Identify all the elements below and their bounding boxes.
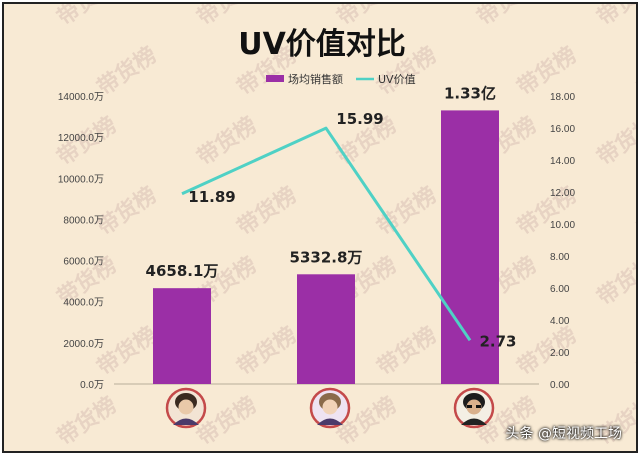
watermark-text: 带货榜: [633, 42, 638, 101]
watermark-text: 带货榜: [53, 392, 122, 451]
bar-value-label: 5332.8万: [290, 248, 363, 266]
source-credit: 头条 @短视频工场: [505, 426, 622, 442]
y-axis-right: 0.00 2.00 4.00 6.00 8.00 10.00 12.00 14.00 16.00…: [550, 92, 575, 391]
bar: [297, 274, 355, 384]
y-right-tick-label: 0.00: [550, 380, 570, 391]
chart-title: UV价值对比: [238, 27, 406, 62]
y-axis-left: 0.0万 2000.0万 4000.0万 6000.0万 8000.0万 10000.0万…: [58, 92, 104, 391]
legend-bar-swatch: [266, 75, 284, 82]
avatar: [165, 387, 207, 429]
y-right-tick-label: 4.00: [550, 316, 570, 327]
avatar-row: [165, 387, 495, 429]
bar: [153, 288, 211, 384]
watermark-text: 带货榜: [93, 182, 162, 241]
bar-value-label: 1.33亿: [444, 84, 496, 102]
legend: 场均销售额 UV价值: [266, 72, 416, 86]
watermark-text: 带货榜: [93, 322, 162, 381]
y-left-tick-label: 2000.0万: [63, 339, 104, 350]
y-left-tick-label: 0.0万: [80, 380, 104, 391]
y-right-tick-label: 16.00: [550, 124, 575, 135]
y-left-tick-label: 4000.0万: [63, 298, 104, 309]
y-right-tick-label: 8.00: [550, 252, 570, 263]
legend-bar-label: 场均销售额: [288, 72, 343, 86]
line-value-label: 11.89: [188, 188, 235, 206]
watermark-text: 带货榜: [593, 112, 638, 171]
chart: 带货榜带货榜带货榜带货榜带货榜带货榜带货榜带货榜带货榜带货榜带货榜带货榜带货榜带…: [53, 4, 638, 451]
avatar: [309, 387, 351, 429]
y-left-tick-label: 8000.0万: [63, 215, 104, 226]
y-right-tick-label: 2.00: [550, 348, 570, 359]
y-right-tick-label: 10.00: [550, 220, 575, 231]
watermark-text: 带货榜: [473, 4, 542, 31]
watermark-text: 带货榜: [513, 322, 582, 381]
watermark-text: 带货榜: [233, 322, 302, 381]
watermark-text: 带货榜: [593, 252, 638, 311]
line-series: 11.89 15.99 2.73: [181, 110, 517, 350]
y-left-tick-label: 10000.0万: [58, 174, 104, 185]
watermark-text: 带货榜: [233, 182, 302, 241]
y-left-tick-label: 14000.0万: [58, 92, 104, 103]
line-value-label: 2.73: [479, 332, 516, 350]
y-right-tick-label: 18.00: [550, 92, 575, 103]
avatar: [453, 387, 495, 429]
y-left-tick-label: 12000.0万: [58, 133, 104, 144]
watermark-text: 带货榜: [53, 4, 122, 31]
bar-value-label: 4658.1万: [146, 262, 219, 280]
watermark-text: 带货榜: [633, 322, 638, 381]
line-value-label: 15.99: [336, 110, 383, 128]
watermark-text: 带货榜: [593, 4, 638, 31]
y-right-tick-label: 14.00: [550, 156, 575, 167]
watermark-text: 带货榜: [373, 322, 442, 381]
y-left-tick-label: 6000.0万: [63, 257, 104, 268]
y-right-tick-label: 6.00: [550, 284, 570, 295]
watermark-text: 带货榜: [633, 182, 638, 241]
y-right-tick-label: 12.00: [550, 188, 575, 199]
legend-line-label: UV价值: [378, 73, 416, 86]
